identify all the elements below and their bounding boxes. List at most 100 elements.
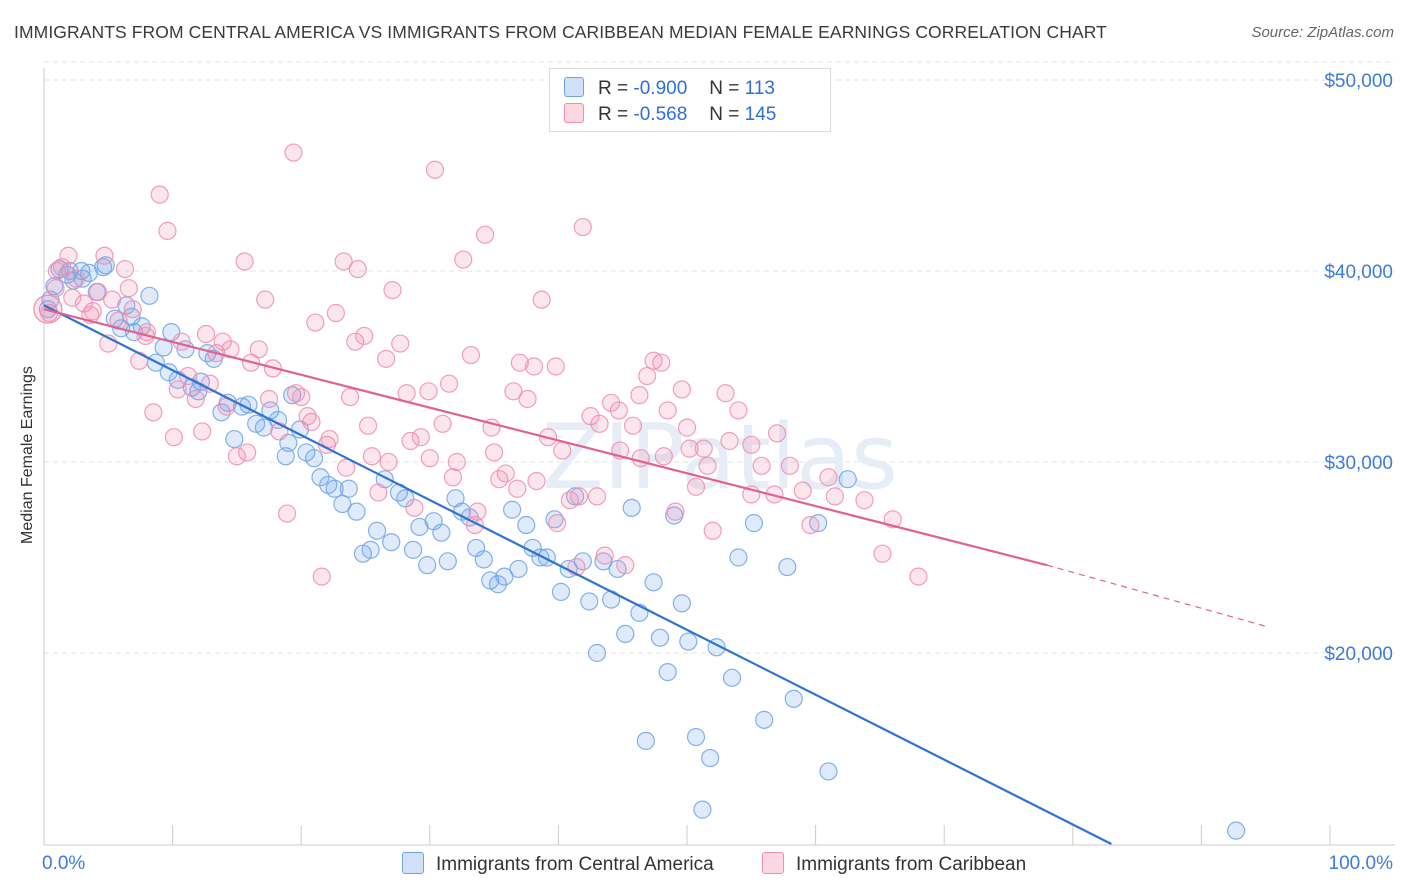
r-value: -0.568 [633, 104, 688, 125]
caribbean-point [411, 428, 430, 447]
caribbean-point [752, 456, 771, 475]
caribbean-point [532, 290, 551, 309]
y-tick-label: $30,000 [1324, 453, 1393, 474]
caribbean-point [716, 384, 735, 403]
central-america-point [580, 592, 599, 611]
stats-row-central-america: R = -0.900 N = 113 [564, 77, 775, 99]
caribbean-point [454, 250, 473, 269]
caribbean-point [164, 428, 183, 447]
caribbean-point [358, 416, 378, 435]
central-america-point [729, 548, 748, 567]
stats-box: R = -0.900 N = 113 R = -0.568 N = 145 [549, 68, 831, 132]
caribbean-point [518, 389, 537, 409]
central-america-point [438, 552, 457, 571]
caribbean-point [193, 422, 212, 441]
caribbean-point [59, 246, 78, 265]
caribbean-point [638, 366, 657, 386]
caribbean-point [362, 447, 382, 466]
central-america-point [838, 470, 857, 489]
central-america-point [658, 662, 677, 682]
caribbean-point [742, 435, 761, 454]
caribbean-point [150, 185, 169, 204]
caribbean-point [590, 414, 609, 433]
central-america-point [325, 479, 344, 498]
caribbean-point [631, 449, 650, 468]
caribbean-point [401, 431, 420, 451]
central-america-trend-line [43, 304, 1112, 845]
caribbean-point [103, 290, 122, 309]
central-america-point [672, 594, 691, 613]
y-tick-label: $20,000 [1324, 644, 1393, 665]
legend-label: Immigrants from Central America [436, 854, 714, 875]
caribbean-point [546, 357, 565, 376]
caribbean-point [560, 491, 580, 510]
caribbean-point [63, 288, 82, 307]
central-america-point [778, 557, 797, 577]
caribbean-point [249, 340, 268, 359]
caribbean-point [573, 217, 592, 237]
central-america-point [140, 286, 159, 305]
caribbean-point [698, 456, 717, 475]
caribbean-point [524, 357, 544, 376]
caribbean-point [504, 382, 523, 401]
caribbean-point [447, 452, 466, 472]
central-america-point [495, 567, 514, 586]
caribbean-point [443, 468, 463, 487]
caribbean-point [468, 502, 487, 521]
watermark-text: ZIPatlas [542, 405, 898, 510]
y-tick-label: $50,000 [1324, 71, 1393, 92]
central-america-point [517, 515, 536, 535]
caribbean-point [433, 414, 452, 433]
caribbean-point [369, 483, 388, 502]
caribbean-point [277, 504, 297, 523]
stats-swatch-caribbean [564, 103, 584, 123]
caribbean-point [425, 160, 445, 179]
r-label: R = [598, 78, 629, 99]
caribbean-point [123, 300, 142, 319]
caribbean-point [238, 443, 257, 462]
caribbean-point [780, 456, 799, 475]
caribbean-point [801, 515, 820, 535]
caribbean-point [355, 326, 374, 346]
caribbean-point [595, 546, 614, 565]
central-america-point [418, 556, 437, 575]
legend-item-central-america[interactable]: Immigrants from Central America [402, 852, 714, 876]
caribbean-point [909, 567, 928, 586]
caribbean-point [340, 387, 360, 407]
caribbean-point [609, 401, 628, 420]
central-america-point [755, 710, 774, 729]
central-america-point [1227, 821, 1246, 840]
caribbean-point [527, 472, 546, 491]
caribbean-point [130, 351, 149, 370]
caribbean-point [420, 449, 439, 468]
central-america-point [509, 559, 528, 579]
caribbean-point [95, 246, 114, 265]
x-tick-label: 100.0% [1329, 853, 1394, 874]
caribbean-point [623, 416, 643, 435]
caribbean-point [630, 386, 649, 405]
caribbean-point [720, 431, 739, 451]
caribbean-point [548, 514, 567, 533]
caribbean-point [485, 443, 504, 462]
caribbean-point [825, 487, 844, 506]
caribbean-point [286, 384, 306, 403]
caribbean-point [312, 567, 331, 586]
central-america-point [347, 502, 366, 521]
n-value: 113 [744, 78, 775, 99]
caribbean-point [235, 252, 254, 271]
caribbean-point [855, 491, 874, 510]
caribbean-point [115, 259, 135, 279]
caribbean-point [694, 439, 713, 458]
chart-title: IMMIGRANTS FROM CENTRAL AMERICA VS IMMIG… [14, 22, 1107, 42]
central-america-point [304, 449, 324, 468]
central-america-point [650, 628, 670, 647]
central-america-point [474, 550, 493, 569]
legend-item-caribbean[interactable]: Immigrants from Caribbean [762, 852, 1026, 876]
caribbean-point [819, 468, 838, 487]
caribbean-point [553, 441, 572, 460]
legend: Immigrants from Central America Immigran… [0, 852, 1406, 878]
central-america-point [686, 727, 706, 747]
central-america-point [339, 479, 358, 498]
central-america-point [96, 256, 115, 275]
